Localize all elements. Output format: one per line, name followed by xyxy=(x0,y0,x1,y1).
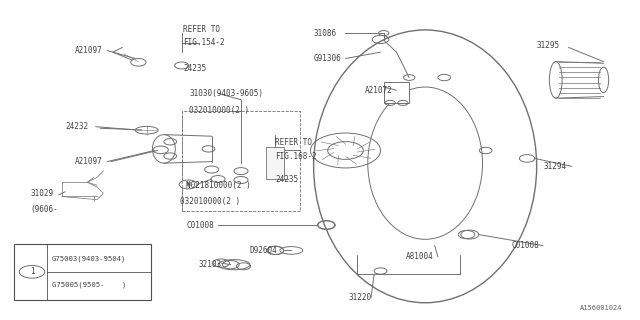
Text: 24232: 24232 xyxy=(65,122,88,131)
Circle shape xyxy=(179,180,197,189)
Text: (9606-: (9606- xyxy=(30,205,58,214)
Bar xyxy=(266,147,284,179)
Text: D92604: D92604 xyxy=(250,246,278,255)
Text: G75003(9403-9504): G75003(9403-9504) xyxy=(52,256,126,262)
Bar xyxy=(384,82,409,103)
Text: 24235: 24235 xyxy=(275,174,298,184)
Circle shape xyxy=(19,266,45,278)
Text: G91306: G91306 xyxy=(314,54,341,63)
Text: A156001024: A156001024 xyxy=(580,305,623,311)
Text: FIG.154-2: FIG.154-2 xyxy=(183,38,225,47)
Text: 31220: 31220 xyxy=(349,293,372,302)
Text: 31086: 31086 xyxy=(314,28,337,38)
Text: A21072: A21072 xyxy=(365,86,392,95)
Text: FIG.168-2: FIG.168-2 xyxy=(275,152,317,161)
Text: C01008: C01008 xyxy=(511,241,539,250)
Text: A21097: A21097 xyxy=(75,46,102,55)
Text: A21097: A21097 xyxy=(75,157,102,166)
Text: 032010000(2 ): 032010000(2 ) xyxy=(180,197,240,206)
Text: N021810000(2 ): N021810000(2 ) xyxy=(186,181,251,190)
Text: 032010000(2 ): 032010000(2 ) xyxy=(189,106,250,115)
Text: 1: 1 xyxy=(29,267,35,276)
Text: 24235: 24235 xyxy=(183,63,206,73)
Text: G75005(9505-    ): G75005(9505- ) xyxy=(52,281,126,288)
Text: 31294: 31294 xyxy=(543,162,566,171)
Text: N: N xyxy=(186,182,190,187)
Text: 31295: 31295 xyxy=(537,41,560,50)
Text: A81004: A81004 xyxy=(406,252,434,261)
Bar xyxy=(14,244,151,300)
Text: REFER TO: REFER TO xyxy=(275,138,312,147)
Text: REFER TO: REFER TO xyxy=(183,25,220,35)
Text: C01008: C01008 xyxy=(186,220,214,229)
Bar xyxy=(182,111,300,211)
Text: 31030(9403-9605): 31030(9403-9605) xyxy=(189,89,264,98)
Text: 31029: 31029 xyxy=(30,189,53,198)
Text: 32103: 32103 xyxy=(199,260,222,269)
